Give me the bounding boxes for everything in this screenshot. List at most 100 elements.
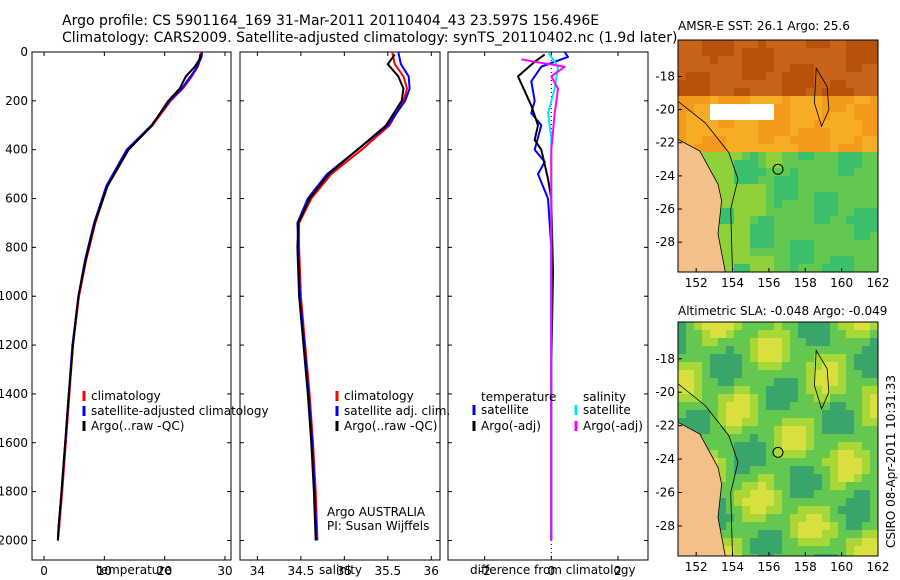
sst_map-cell <box>742 232 750 240</box>
sst_map-cell <box>758 224 766 232</box>
sla_map-cell <box>726 466 734 474</box>
sla_map-cell <box>750 538 758 546</box>
csiro-timestamp: CSIRO 08-Apr-2011 10:31:33 <box>884 374 898 548</box>
sst_map-cell <box>806 152 814 160</box>
sst_map-cell <box>790 104 798 112</box>
sla_map-cell <box>862 362 870 370</box>
sst_map-cell <box>766 240 774 248</box>
sla_map-cell <box>718 394 726 402</box>
sst_map-cell <box>766 112 774 120</box>
sla_map-cell <box>822 386 830 394</box>
sst_map-cell <box>862 248 870 256</box>
sla_map-cell <box>830 490 838 498</box>
sla_map-cell <box>862 410 870 418</box>
sla_map-cell <box>806 474 814 482</box>
sla_map-cell <box>742 498 750 506</box>
sla_map-cell <box>726 338 734 346</box>
sla_map-cell <box>838 434 846 442</box>
sst_map-cell <box>814 104 822 112</box>
sla_map-cell <box>790 362 798 370</box>
sst_map-cell <box>758 168 766 176</box>
sla_map-cell <box>726 370 734 378</box>
sla_map-cell <box>790 458 798 466</box>
sla_map-cell <box>734 482 742 490</box>
sla_map-cell <box>766 410 774 418</box>
figure-title-line-2: Climatology: CARS2009. Satellite-adjuste… <box>62 30 678 46</box>
sla_map-cell <box>822 554 830 556</box>
sst_map-cell <box>782 168 790 176</box>
sla_map-cell <box>846 426 854 434</box>
sst_map-cell <box>822 136 830 144</box>
sst_map-cell <box>798 104 806 112</box>
sst_map-cell <box>750 216 758 224</box>
sst_map-cell <box>862 232 870 240</box>
sst_map-cell <box>822 88 830 96</box>
sla_map-cell <box>830 434 838 442</box>
sst_map-cell <box>854 104 862 112</box>
sst_map-cell <box>854 256 862 264</box>
sla_map-cell <box>862 466 870 474</box>
difference-legend-header: temperature <box>481 390 556 404</box>
sst_map-cell <box>862 104 870 112</box>
sla_map-cell <box>870 394 878 402</box>
sla_map-cell <box>854 522 862 530</box>
sla_map-cell <box>774 490 782 498</box>
sst_map-cell <box>718 72 726 80</box>
sla_map-cell <box>798 530 806 538</box>
sla_map-cell <box>718 450 726 458</box>
salinity-x-tick-label: 34 <box>250 564 265 578</box>
sst_map-cell <box>790 232 798 240</box>
sst_map-cell <box>870 72 878 80</box>
sla_map-cell <box>750 530 758 538</box>
sst_map-cell <box>750 72 758 80</box>
sst_map-cell <box>774 264 782 272</box>
sst_map-cell <box>822 56 830 64</box>
sst_map-cell <box>734 56 742 64</box>
sla_map-cell <box>774 418 782 426</box>
sst_map-cell <box>806 168 814 176</box>
sla_map-cell <box>734 498 742 506</box>
sla_map-cell <box>798 354 806 362</box>
sla_map-cell <box>702 354 710 362</box>
temperature-x-tick-label: 30 <box>217 564 232 578</box>
sla_map-cell <box>750 506 758 514</box>
sst_map-cell <box>694 48 702 56</box>
sst_map-lat-label: -28 <box>655 235 675 249</box>
sst_map-cell <box>686 56 694 64</box>
sla_map-cell <box>790 330 798 338</box>
sla_map-cell <box>846 346 854 354</box>
sst_map-cell <box>678 40 686 48</box>
sla_map-frame <box>677 321 879 557</box>
sst_map-cell <box>790 72 798 80</box>
sla_map-cell <box>750 418 758 426</box>
sla_map-cell <box>694 354 702 362</box>
sst_map-cell <box>830 256 838 264</box>
sla_map-cell <box>830 418 838 426</box>
sla_map-cell <box>838 418 846 426</box>
sla_map-cell <box>718 474 726 482</box>
sst_map-cell <box>830 264 838 272</box>
sst_map-cell <box>766 184 774 192</box>
sst_map-cell <box>758 56 766 64</box>
sla_map-cell <box>774 354 782 362</box>
sst_map-cell <box>798 144 806 152</box>
sst_map-cell <box>822 208 830 216</box>
sst_map-cell <box>814 264 822 272</box>
sst_map-cell <box>870 168 878 176</box>
sla_map-cell <box>782 450 790 458</box>
sst_map-cell <box>750 184 758 192</box>
sst_map-cell <box>742 104 750 112</box>
sla_map-cell <box>806 450 814 458</box>
sst_map-cell <box>806 96 814 104</box>
sla_map-cell <box>686 330 694 338</box>
salinity-x-tick-label: 35 <box>337 564 352 578</box>
sst_map-frame <box>677 39 879 273</box>
sst_map-cell <box>806 184 814 192</box>
sst_map-cell <box>870 224 878 232</box>
sla_map-cell <box>798 378 806 386</box>
sla_map-field <box>678 322 878 556</box>
sst_map-cell <box>702 64 710 72</box>
sla_map-cell <box>758 410 766 418</box>
sla_map-cell <box>838 466 846 474</box>
sst_map-cell <box>766 168 774 176</box>
